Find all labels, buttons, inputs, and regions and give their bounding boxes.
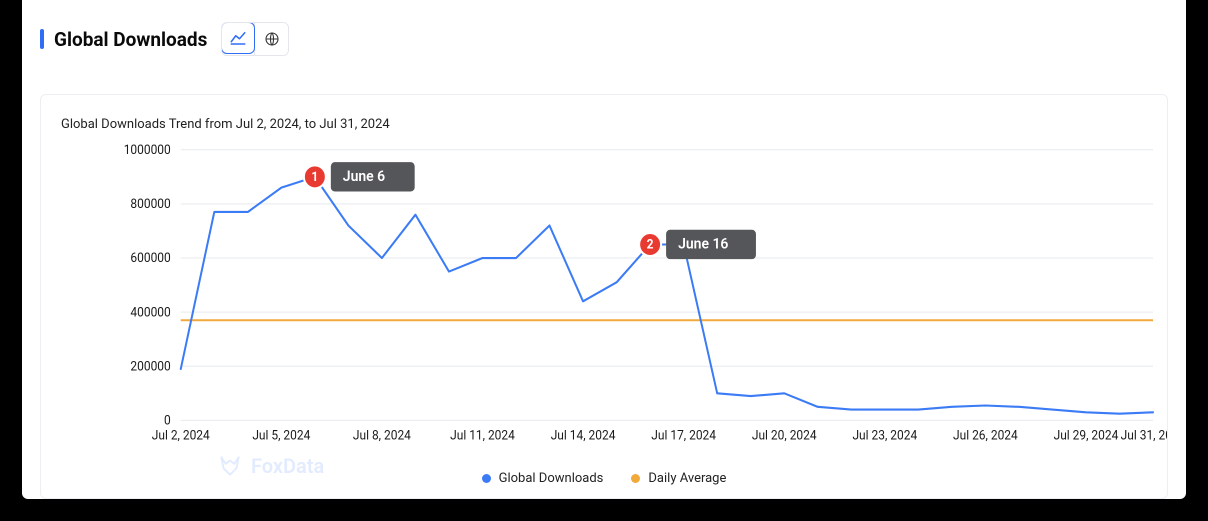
- svg-text:June 6: June 6: [343, 169, 385, 185]
- svg-text:800000: 800000: [130, 197, 170, 211]
- svg-text:Jul 2, 2024: Jul 2, 2024: [152, 428, 210, 442]
- chart-subtitle: Global Downloads Trend from Jul 2, 2024,…: [61, 117, 390, 132]
- svg-text:June 16: June 16: [678, 236, 728, 252]
- title-accent-bar: [40, 29, 44, 49]
- svg-text:Jul 23, 2024: Jul 23, 2024: [852, 428, 917, 442]
- globe-toggle[interactable]: [254, 23, 288, 55]
- svg-text:Jul 31, 2024: Jul 31, 2024: [1121, 428, 1167, 442]
- chart-card: Global Downloads Trend from Jul 2, 2024,…: [40, 94, 1168, 499]
- view-toggle: [221, 22, 289, 56]
- svg-text:Jul 29, 2024: Jul 29, 2024: [1054, 428, 1119, 442]
- panel-title: Global Downloads: [54, 28, 207, 51]
- legend-label: Global Downloads: [499, 471, 604, 486]
- svg-text:Jul 20, 2024: Jul 20, 2024: [752, 428, 817, 442]
- svg-text:400000: 400000: [130, 305, 170, 319]
- svg-text:Jul 8, 2024: Jul 8, 2024: [353, 428, 411, 442]
- line-chart-toggle[interactable]: [221, 22, 255, 54]
- svg-text:1: 1: [311, 170, 318, 184]
- legend-item-global-downloads[interactable]: Global Downloads: [482, 471, 604, 486]
- svg-text:Jul 14, 2024: Jul 14, 2024: [551, 428, 616, 442]
- chart-svg: 0 200000 400000 600000 800000 1000000 Jul 2, 2…: [41, 133, 1167, 498]
- panel: Global Downloads Global Downlo: [22, 0, 1186, 499]
- svg-text:Jul 17, 2024: Jul 17, 2024: [651, 428, 716, 442]
- svg-text:200000: 200000: [130, 359, 170, 373]
- svg-text:2: 2: [647, 237, 654, 251]
- legend-item-daily-average[interactable]: Daily Average: [631, 471, 726, 486]
- svg-text:Jul 26, 2024: Jul 26, 2024: [953, 428, 1018, 442]
- line-chart-icon: [229, 29, 247, 47]
- globe-icon: [264, 31, 280, 47]
- svg-text:0: 0: [164, 413, 171, 427]
- legend: Global Downloads Daily Average: [41, 471, 1167, 486]
- legend-dot: [482, 474, 491, 483]
- panel-header: Global Downloads: [22, 0, 1186, 74]
- title-wrap: Global Downloads: [40, 28, 207, 51]
- svg-text:Jul 5, 2024: Jul 5, 2024: [252, 428, 310, 442]
- legend-dot: [631, 474, 640, 483]
- svg-text:600000: 600000: [130, 251, 170, 265]
- legend-label: Daily Average: [648, 471, 726, 486]
- app-frame: Global Downloads Global Downlo: [22, 0, 1186, 499]
- svg-text:Jul 11, 2024: Jul 11, 2024: [450, 428, 515, 442]
- svg-text:1000000: 1000000: [124, 143, 171, 157]
